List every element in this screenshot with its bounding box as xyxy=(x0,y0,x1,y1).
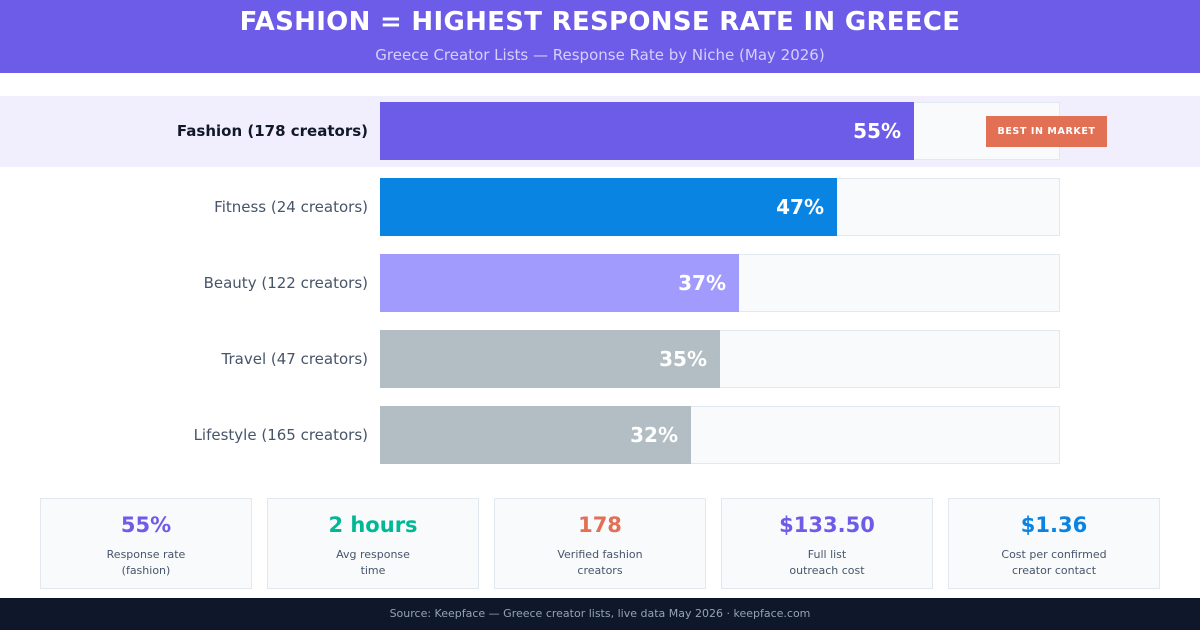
stat-description-line2: (fashion) xyxy=(121,564,171,577)
stat-description-line1: Full list xyxy=(807,548,847,561)
bar-row: Beauty (122 creators) 37% xyxy=(0,254,1200,312)
stat-card: $1.36 Cost per confirmed creator contact xyxy=(948,498,1160,589)
stat-description-line2: outreach cost xyxy=(789,564,865,577)
stat-description-line2: creators xyxy=(577,564,623,577)
stat-value: 55% xyxy=(120,513,172,537)
bar-value-label: 55% xyxy=(853,119,901,143)
stat-card: 55% Response rate (fashion) xyxy=(40,498,252,589)
bar-row: Travel (47 creators) 35% xyxy=(0,330,1200,388)
stat-description: Cost per confirmed creator contact xyxy=(949,547,1159,579)
stat-value: 178 xyxy=(578,513,622,537)
stat-description: Avg response time xyxy=(268,547,478,579)
bar xyxy=(380,178,837,236)
stat-description: Full list outreach cost xyxy=(722,547,932,579)
bar-row: Fitness (24 creators) 47% xyxy=(0,178,1200,236)
bar xyxy=(380,254,739,312)
category-label: Travel (47 creators) xyxy=(221,350,368,368)
stat-description: Response rate (fashion) xyxy=(41,547,251,579)
stat-description-line2: time xyxy=(360,564,386,577)
bar-value-label: 35% xyxy=(659,347,707,371)
stat-description-line1: Avg response xyxy=(336,548,410,561)
category-label: Lifestyle (165 creators) xyxy=(193,426,368,444)
category-label: Fashion (178 creators) xyxy=(176,122,368,140)
stat-card: 2 hours Avg response time xyxy=(267,498,479,589)
stat-description-line1: Cost per confirmed xyxy=(1001,548,1107,561)
stat-card: 178 Verified fashion creators xyxy=(494,498,706,589)
stat-description-line1: Verified fashion xyxy=(557,548,643,561)
stat-card: $133.50 Full list outreach cost xyxy=(721,498,933,589)
bar-row: Lifestyle (165 creators) 32% xyxy=(0,406,1200,464)
bar xyxy=(380,102,914,160)
stat-description: Verified fashion creators xyxy=(495,547,705,579)
chart-subtitle: Greece Creator Lists — Response Rate by … xyxy=(375,46,825,64)
bar xyxy=(380,406,691,464)
bar-row: Fashion (178 creators) 55% BEST IN MARKET xyxy=(0,102,1200,160)
stat-description-line1: Response rate xyxy=(106,548,186,561)
stat-description-line2: creator contact xyxy=(1011,564,1097,577)
category-label: Beauty (122 creators) xyxy=(203,274,368,292)
stat-value: $1.36 xyxy=(1020,513,1088,537)
bar xyxy=(380,330,720,388)
best-in-market-badge: BEST IN MARKET xyxy=(986,116,1107,147)
bar-value-label: 47% xyxy=(776,195,824,219)
bar-value-label: 32% xyxy=(630,423,678,447)
chart-header: FASHION = HIGHEST RESPONSE RATE IN GREEC… xyxy=(0,0,1200,73)
footer-source: Source: Keepface — Greece creator lists,… xyxy=(0,598,1200,630)
stat-value: 2 hours xyxy=(328,513,418,537)
category-label: Fitness (24 creators) xyxy=(214,198,368,216)
chart-title: FASHION = HIGHEST RESPONSE RATE IN GREEC… xyxy=(239,7,961,37)
bar-value-label: 37% xyxy=(678,271,726,295)
stat-value: $133.50 xyxy=(779,513,875,537)
